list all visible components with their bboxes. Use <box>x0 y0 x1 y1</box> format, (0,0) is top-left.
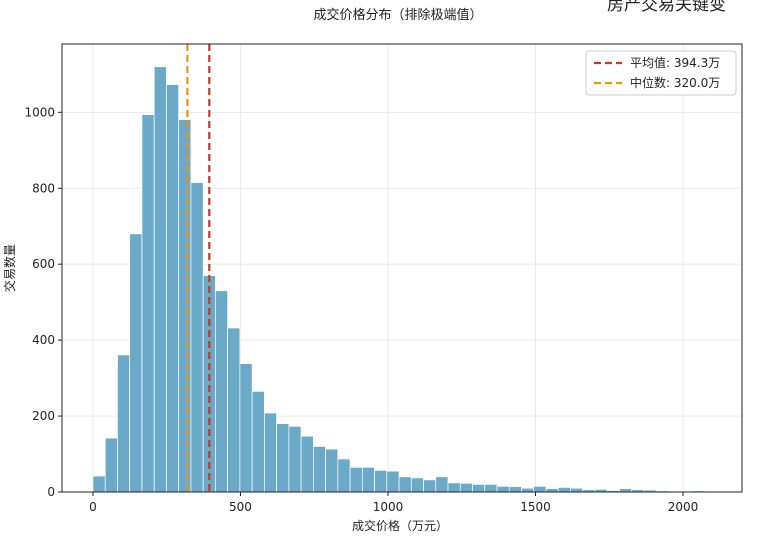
y-tick-label: 600 <box>32 257 55 271</box>
histogram-bar <box>545 488 559 493</box>
x-axis-label: 成交价格（万元） <box>352 518 448 533</box>
legend-box <box>585 50 737 96</box>
histogram-bar <box>349 466 363 493</box>
histogram-bars <box>92 66 706 493</box>
histogram-bar <box>239 363 253 493</box>
histogram-bar <box>178 119 192 493</box>
histogram-bar <box>533 485 547 493</box>
histogram-bar <box>484 484 498 493</box>
histogram-bar <box>619 488 633 493</box>
y-tick-label: 0 <box>47 485 55 499</box>
legend-label: 中位数: 320.0万 <box>630 75 720 90</box>
histogram-bar <box>312 446 326 493</box>
histogram-bar <box>251 391 265 493</box>
histogram-bar <box>459 482 473 493</box>
x-tick-label: 1500 <box>520 500 551 514</box>
histogram-bar <box>472 484 486 493</box>
x-tick-label: 500 <box>229 500 252 514</box>
x-tick-label: 2000 <box>668 500 699 514</box>
histogram-bar <box>153 66 167 493</box>
histogram-bar <box>361 466 375 493</box>
figure-super-title: 房产交易关键变 <box>607 0 726 15</box>
histogram-bar <box>374 470 388 493</box>
histogram-bar <box>264 412 277 493</box>
histogram-bar <box>508 486 522 493</box>
histogram-bar <box>92 475 106 493</box>
legend-label: 平均值: 394.3万 <box>630 55 720 70</box>
histogram-bar <box>410 477 424 493</box>
histogram-bar <box>435 476 449 493</box>
chart-title: 成交价格分布（排除极端值） <box>313 7 482 23</box>
y-tick-label: 800 <box>32 181 55 195</box>
histogram-bar <box>227 327 241 493</box>
histogram-bar <box>570 487 584 493</box>
histogram-bar <box>398 476 412 493</box>
axes: 0 500 1000 1500 2000 0 200 400 600 800 1000 <box>24 43 743 514</box>
histogram-bar <box>521 487 535 493</box>
histogram-bar <box>386 470 400 493</box>
histogram-bar <box>288 425 302 493</box>
histogram-bar <box>276 423 290 493</box>
histogram-bar <box>337 458 351 493</box>
y-tick-label: 200 <box>32 409 55 423</box>
histogram-bar <box>117 354 131 493</box>
histogram-bar <box>557 487 571 493</box>
histogram-bar <box>447 482 461 493</box>
y-tick-label: 1000 <box>24 105 55 119</box>
histogram-bar <box>325 448 339 493</box>
histogram-bar <box>104 437 118 493</box>
x-tick-label: 0 <box>89 500 97 514</box>
histogram-bar <box>129 233 143 493</box>
histogram-bar <box>496 485 510 493</box>
plot-frame <box>61 43 743 493</box>
y-axis-label: 交易数量 <box>2 244 17 292</box>
histogram-bar <box>166 84 180 493</box>
histogram-bar <box>300 435 314 493</box>
histogram-bar <box>423 479 437 493</box>
y-tick-label: 400 <box>32 333 55 347</box>
histogram-bar <box>141 114 155 493</box>
reference-lines <box>186 44 211 492</box>
x-tick-label: 1000 <box>373 500 404 514</box>
histogram-bar <box>190 182 204 493</box>
histogram-bar <box>215 290 228 493</box>
